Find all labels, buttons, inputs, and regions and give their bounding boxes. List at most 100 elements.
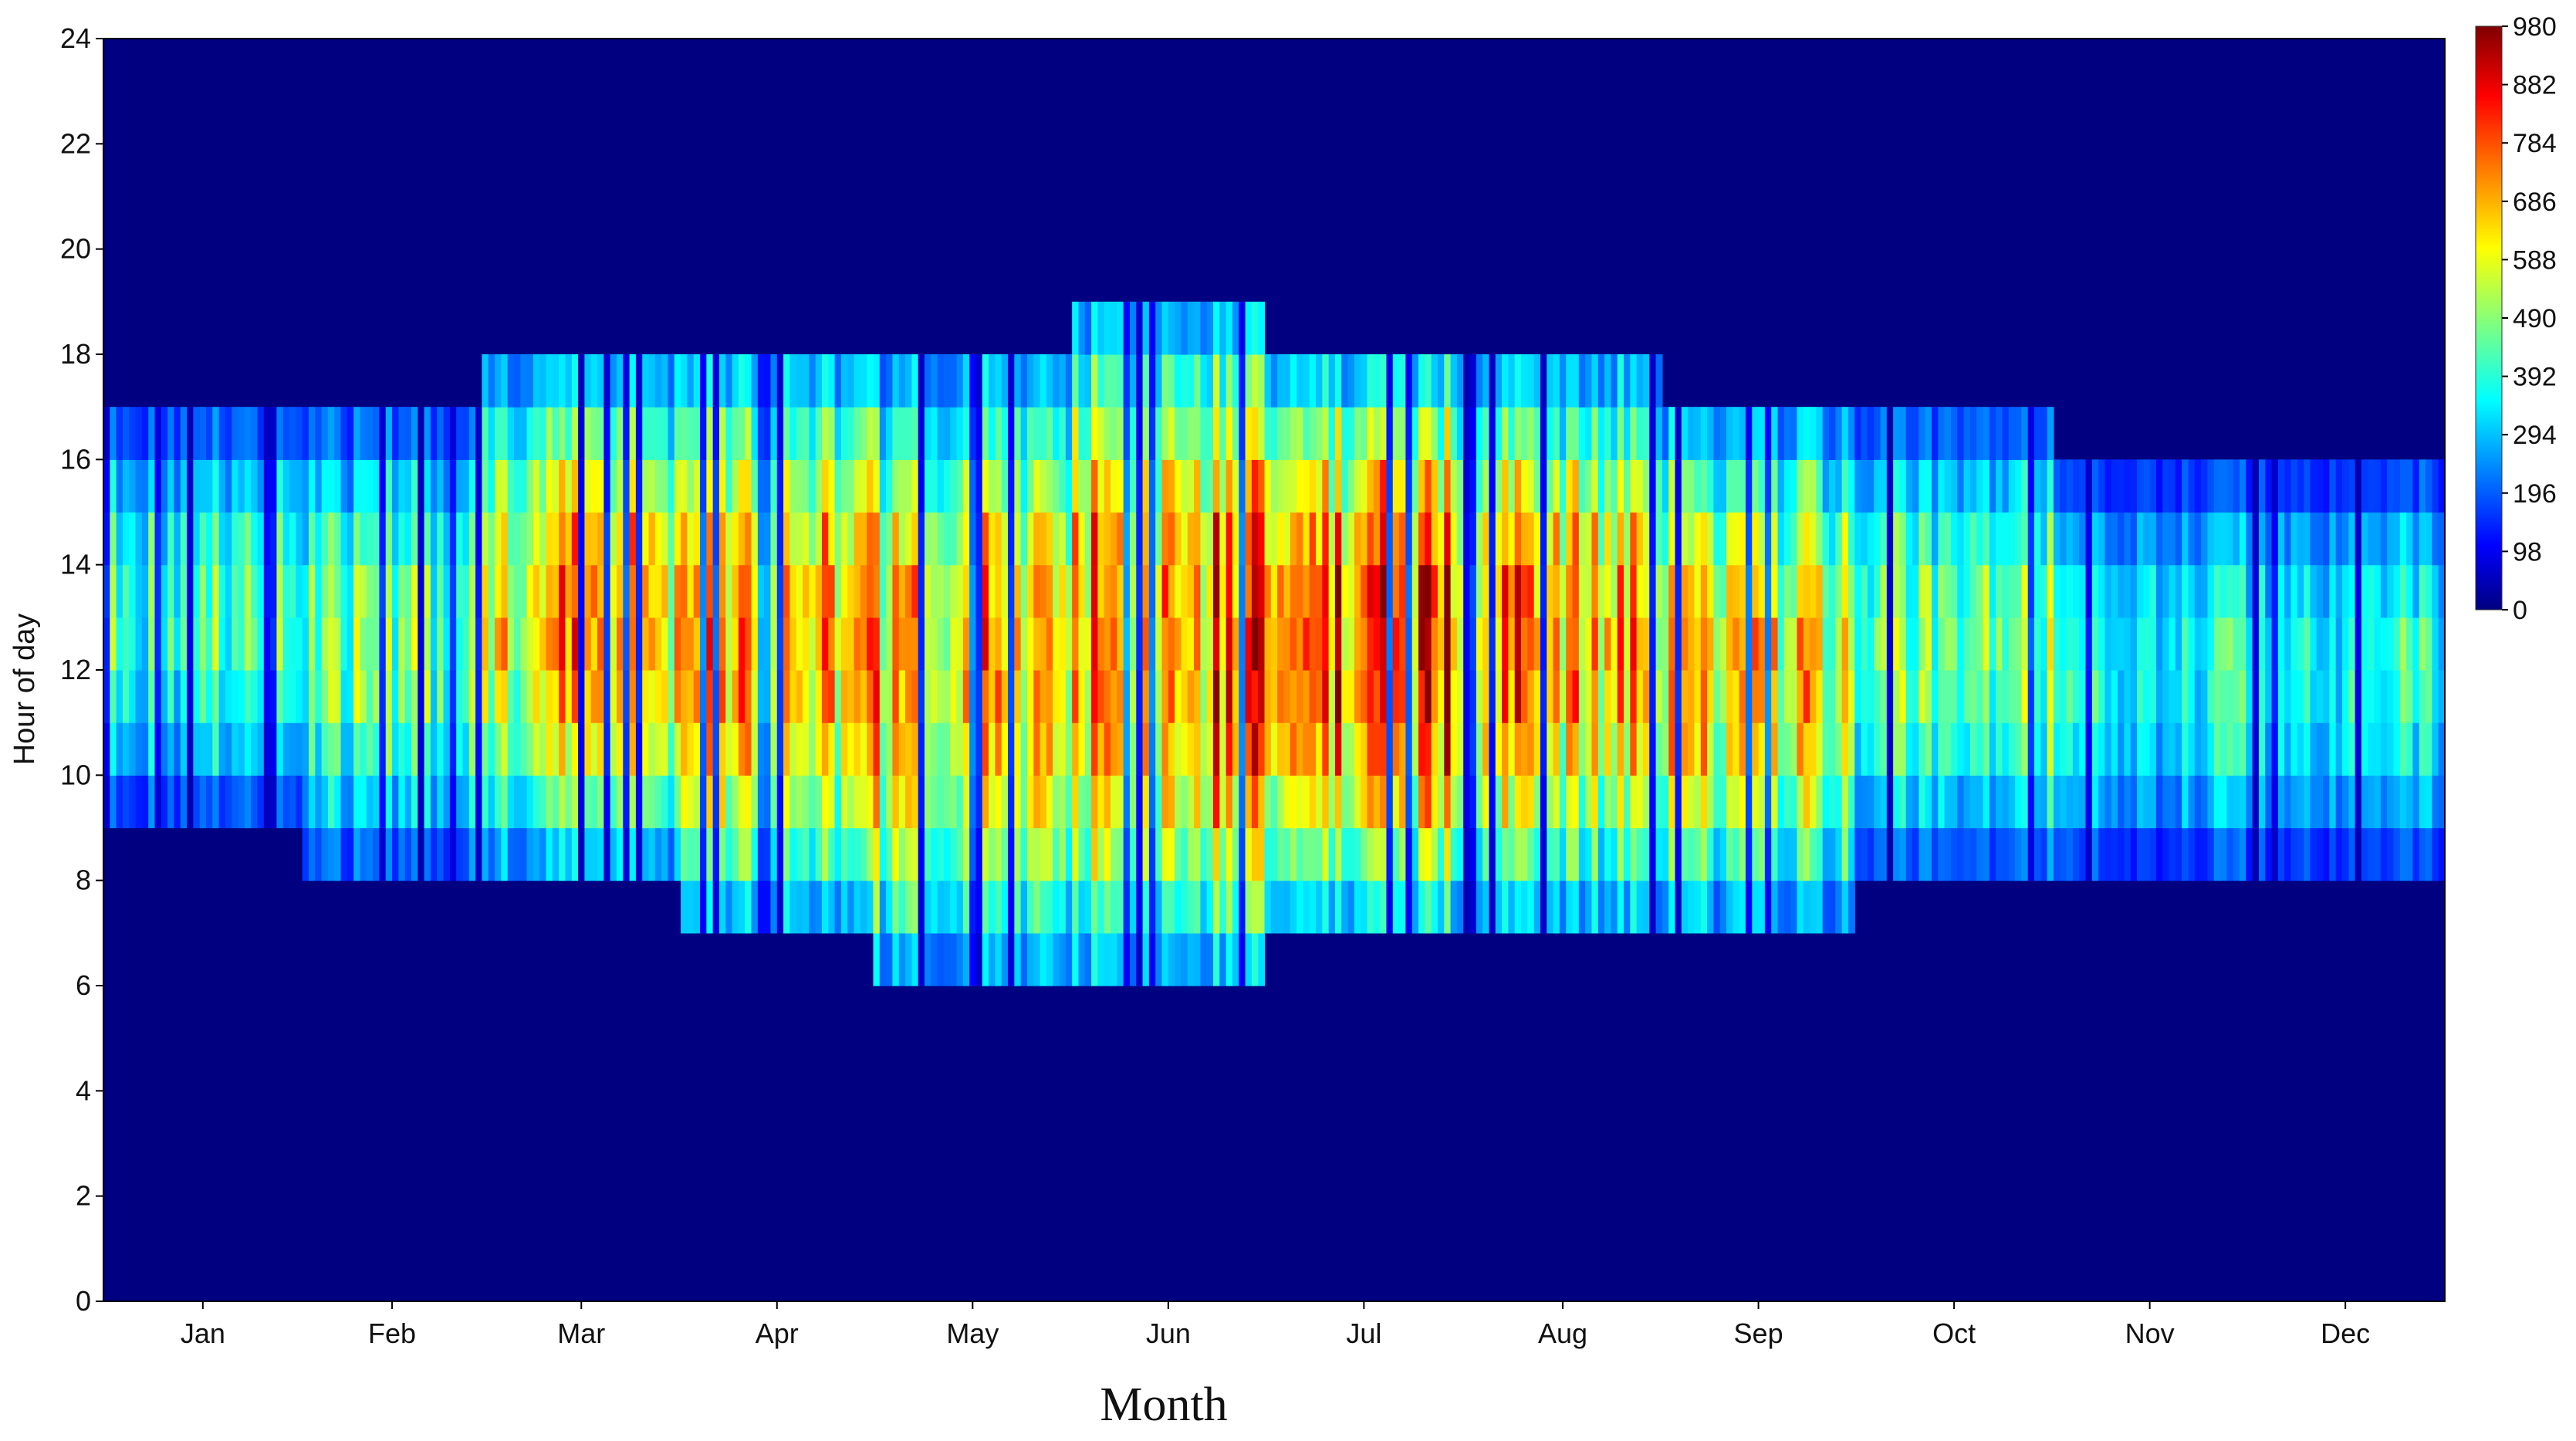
heatmap-cell	[1258, 722, 1266, 776]
heatmap-cell	[2387, 564, 2395, 618]
heatmap-cell	[821, 827, 829, 881]
heatmap-cell	[475, 617, 483, 671]
heatmap-cell	[1636, 459, 1644, 513]
heatmap-cell	[1380, 775, 1388, 829]
heatmap-cell	[1072, 564, 1080, 618]
heatmap-cell	[1502, 564, 1509, 618]
heatmap-cell	[789, 880, 797, 934]
heatmap-cell	[244, 564, 252, 618]
heatmap-cell	[1847, 407, 1855, 460]
heatmap-cell	[1361, 880, 1368, 934]
heatmap-cell	[898, 722, 906, 776]
heatmap-cell	[1142, 301, 1150, 355]
heatmap-cell	[840, 880, 848, 934]
heatmap-cell	[1508, 722, 1516, 776]
heatmap-cell	[1181, 670, 1188, 723]
heatmap-cell	[1059, 407, 1067, 460]
heatmap-cell	[898, 880, 906, 934]
heatmap-cell	[2091, 775, 2099, 829]
heatmap-cell	[1450, 827, 1458, 881]
heatmap-cell	[2124, 775, 2131, 829]
heatmap-cell	[1707, 459, 1714, 513]
heatmap-cell	[1059, 827, 1067, 881]
heatmap-cell	[482, 459, 489, 513]
heatmap-cell	[1175, 880, 1182, 934]
heatmap-cell	[879, 670, 887, 723]
heatmap-cell	[1566, 407, 1574, 460]
heatmap-cell	[1283, 775, 1291, 829]
heatmap-cell	[1405, 775, 1413, 829]
heatmap-cell	[1219, 354, 1227, 408]
heatmap-cell	[943, 512, 951, 566]
heatmap-cell	[167, 407, 175, 460]
heatmap-cell	[1758, 775, 1766, 829]
heatmap-cell	[270, 564, 278, 618]
heatmap-cell	[1341, 459, 1349, 513]
heatmap-cell	[347, 775, 354, 829]
heatmap-cell	[187, 512, 194, 566]
heatmap-cell	[2072, 564, 2080, 618]
heatmap-cell	[1707, 617, 1714, 671]
heatmap-cell	[1655, 775, 1663, 829]
heatmap-cell	[809, 880, 816, 934]
heatmap-cell	[1097, 407, 1105, 460]
heatmap-cell	[1456, 827, 1464, 881]
heatmap-cell	[2169, 512, 2176, 566]
heatmap-cell	[122, 564, 130, 618]
heatmap-cell	[783, 407, 791, 460]
heatmap-cell	[398, 827, 406, 881]
heatmap-cell	[1303, 827, 1310, 881]
heatmap-cell	[1957, 459, 1965, 513]
heatmap-cell	[1239, 459, 1246, 513]
heatmap-cell	[2034, 512, 2041, 566]
heatmap-cell	[1604, 880, 1611, 934]
heatmap-cell	[1129, 775, 1137, 829]
heatmap-cell	[911, 617, 919, 671]
heatmap-cell	[1803, 670, 1810, 723]
colorbar-tick-label: 98	[2513, 537, 2542, 567]
heatmap-cell	[2297, 722, 2304, 776]
heatmap-cell	[443, 722, 451, 776]
heatmap-cell	[2130, 670, 2138, 723]
heatmap-cell	[867, 722, 874, 776]
heatmap-cell	[1893, 459, 1901, 513]
heatmap-cell	[2348, 670, 2356, 723]
heatmap-cell	[2233, 670, 2240, 723]
heatmap-cell	[1129, 407, 1137, 460]
heatmap-cell	[840, 407, 848, 460]
heatmap-cell	[610, 459, 617, 513]
heatmap-cell	[1521, 722, 1528, 776]
heatmap-cell	[1771, 670, 1779, 723]
heatmap-cell	[2194, 512, 2202, 566]
heatmap-cell	[2284, 722, 2292, 776]
heatmap-cell	[1624, 827, 1631, 881]
heatmap-cell	[565, 512, 573, 566]
heatmap-cell	[1899, 775, 1907, 829]
heatmap-cell	[1533, 512, 1541, 566]
heatmap-cell	[1527, 775, 1535, 829]
heatmap-cell	[1283, 670, 1291, 723]
heatmap-cell	[1341, 827, 1349, 881]
heatmap-cell	[898, 407, 906, 460]
heatmap-cell	[257, 617, 265, 671]
heatmap-cell	[1777, 512, 1785, 566]
heatmap-cell	[526, 670, 534, 723]
heatmap-cell	[879, 564, 887, 618]
heatmap-cell	[1065, 459, 1073, 513]
heatmap-cell	[725, 880, 733, 934]
heatmap-cell	[1239, 670, 1246, 723]
heatmap-cell	[2188, 775, 2196, 829]
heatmap-cell	[1033, 775, 1041, 829]
heatmap-cell	[327, 775, 335, 829]
heatmap-cell	[1392, 564, 1400, 618]
heatmap-cell	[2380, 775, 2388, 829]
heatmap-cell	[1258, 775, 1266, 829]
heatmap-cell	[110, 407, 117, 460]
heatmap-cell	[385, 722, 393, 776]
heatmap-cell	[770, 670, 778, 723]
heatmap-cell	[161, 775, 168, 829]
heatmap-cell	[1969, 459, 1977, 513]
heatmap-cell	[1033, 407, 1041, 460]
heatmap-cell	[1950, 407, 1958, 460]
heatmap-cell	[1829, 775, 1836, 829]
